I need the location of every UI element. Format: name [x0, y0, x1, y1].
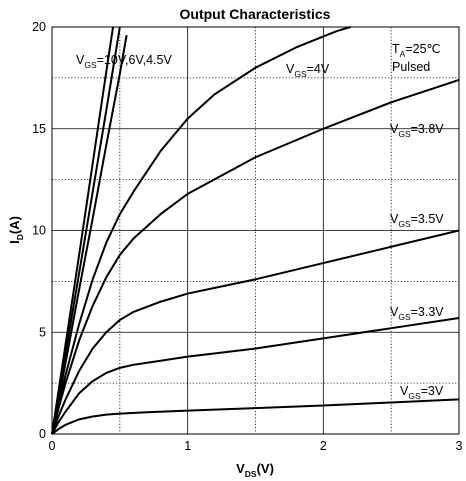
x-tick-label: 2 — [320, 439, 327, 453]
x-tick-label: 0 — [49, 439, 56, 453]
curves — [51, 26, 460, 435]
plot-frame — [51, 26, 460, 435]
grid — [52, 27, 459, 434]
series-label-4: VGS=4V — [286, 62, 330, 79]
x-tick-label: 1 — [184, 439, 191, 453]
y-tick-label: 20 — [32, 20, 46, 34]
test-condition-2: Pulsed — [392, 60, 430, 74]
y-tick-label: 15 — [32, 122, 46, 136]
series-label-6: VGS=3.5V — [390, 212, 444, 229]
y-tick-label: 10 — [32, 224, 46, 238]
y-axis-label: ID(A) — [7, 216, 25, 244]
annotations: VGS=10V,6V,4.5V VGS=4V VGS=3.8V VGS=3.5V VGS… — [76, 42, 444, 401]
series-line-3 — [51, 34, 128, 435]
tick-labels: 0 1 2 3 0 5 10 15 20 — [32, 20, 462, 453]
series-line-2 — [51, 26, 121, 435]
test-condition-1: TA=25℃ — [392, 42, 441, 59]
chart-title: Output Characteristics — [180, 6, 331, 22]
series-label-7: VGS=3.3V — [390, 305, 444, 322]
series-line-1 — [51, 26, 115, 435]
y-tick-label: 5 — [39, 325, 46, 339]
series-line-6 — [51, 229, 460, 435]
series-line-5 — [51, 78, 460, 435]
series-label-1: VGS=10V,6V,4.5V — [76, 53, 172, 70]
series-line-7 — [51, 317, 460, 435]
y-tick-label: 0 — [39, 427, 46, 441]
series-line-8 — [51, 398, 460, 435]
series-label-8: VGS=3V — [400, 384, 444, 401]
x-tick-label: 3 — [456, 439, 463, 453]
series-line-4 — [51, 26, 351, 435]
series-label-5: VGS=3.8V — [390, 122, 444, 139]
x-axis-label: VDS(V) — [236, 461, 274, 479]
